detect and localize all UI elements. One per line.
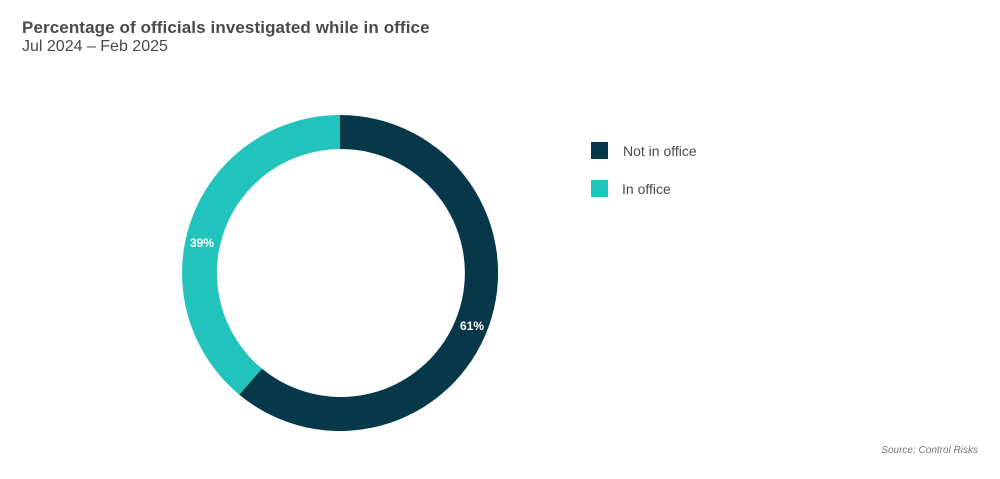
- legend-item-not-in-office[interactable]: Not in office: [591, 142, 697, 159]
- legend-label: In office: [622, 180, 671, 197]
- slice-not-in-office[interactable]: [239, 114, 499, 431]
- slice-label-in-office: 39%: [190, 236, 214, 250]
- legend-label: Not in office: [623, 142, 697, 159]
- legend-swatch-not-in-office: [591, 142, 608, 159]
- legend-item-in-office[interactable]: In office: [591, 180, 671, 197]
- source-note: Source: Control Risks: [881, 445, 978, 456]
- chart-subtitle: Jul 2024 – Feb 2025: [22, 38, 168, 55]
- slice-in-office[interactable]: [182, 115, 340, 395]
- chart-title: Percentage of officials investigated whi…: [22, 18, 430, 37]
- slice-label-not-in-office: 61%: [460, 319, 484, 333]
- legend-swatch-in-office: [591, 180, 608, 197]
- donut-slices: [182, 114, 499, 431]
